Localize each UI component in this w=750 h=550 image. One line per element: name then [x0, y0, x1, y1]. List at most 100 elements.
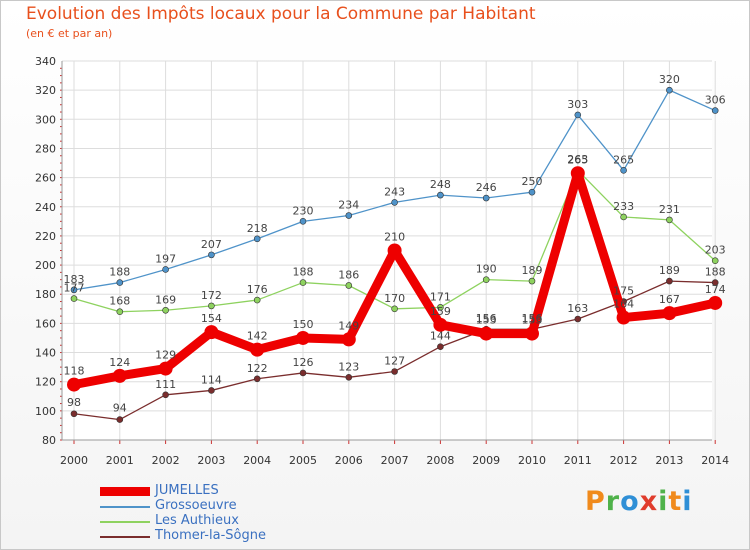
data-label: 176	[247, 283, 268, 296]
data-point	[70, 295, 78, 302]
logo-letter: i	[682, 486, 693, 517]
x-tick-label: 2007	[381, 454, 409, 467]
x-tick-label: 2011	[564, 454, 592, 467]
data-point	[299, 369, 307, 377]
logo-letter: o	[620, 486, 640, 517]
data-label: 190	[476, 263, 497, 276]
data-point	[391, 368, 398, 375]
data-label: 127	[384, 354, 405, 367]
data-point	[437, 343, 444, 351]
data-label: 265	[567, 153, 588, 166]
x-tick-label: 2006	[335, 454, 363, 467]
legend-label: Grossoeuvre	[155, 498, 237, 513]
data-point	[391, 305, 398, 313]
data-label: 156	[522, 312, 543, 325]
legend-label: JUMELLES	[155, 483, 219, 498]
data-point	[528, 277, 536, 285]
logo-letter: r	[605, 486, 621, 517]
y-tick-label: 140	[35, 347, 56, 360]
x-tick-label: 2004	[243, 454, 271, 467]
data-label: 126	[293, 356, 314, 369]
data-label: 306	[705, 94, 726, 107]
data-point	[666, 277, 673, 285]
data-point	[479, 326, 494, 341]
data-label: 230	[293, 204, 314, 217]
data-label: 159	[430, 305, 451, 318]
data-label: 189	[659, 264, 680, 277]
logo-letter: x	[639, 486, 659, 517]
data-label: 303	[567, 98, 588, 111]
data-point	[162, 391, 169, 399]
x-tick-label: 2009	[472, 454, 500, 467]
data-point	[391, 199, 398, 206]
data-point	[67, 377, 81, 392]
data-point	[70, 286, 78, 294]
data-label: 246	[476, 181, 497, 194]
data-label: 218	[247, 222, 268, 235]
data-label: 203	[705, 244, 726, 257]
logo-letter: t	[668, 486, 683, 517]
data-point	[116, 308, 124, 316]
data-point	[666, 216, 673, 224]
data-label: 170	[384, 292, 405, 305]
x-tick-label: 2003	[197, 454, 225, 467]
data-label: 94	[113, 402, 127, 415]
legend-label: Thomer-la-Sôgne	[155, 528, 266, 543]
y-tick-label: 240	[35, 201, 56, 214]
data-point	[345, 282, 353, 289]
data-label: 234	[338, 199, 359, 212]
data-label: 114	[201, 373, 222, 386]
data-label: 154	[201, 312, 222, 325]
data-label: 188	[109, 266, 130, 279]
legend-swatch	[100, 521, 150, 523]
data-label: 149	[338, 319, 359, 332]
legend-swatch	[100, 536, 150, 538]
data-label: 169	[155, 293, 176, 306]
data-label: 129	[155, 349, 176, 362]
data-label: 153	[522, 314, 543, 327]
data-label: 265	[613, 153, 634, 166]
data-point	[208, 387, 215, 394]
data-label: 243	[384, 185, 405, 198]
data-label: 186	[338, 268, 359, 281]
data-label: 142	[247, 330, 268, 343]
y-tick-label: 100	[35, 405, 56, 418]
y-tick-label: 260	[35, 172, 56, 185]
data-label: 320	[659, 73, 680, 86]
x-tick-label: 2002	[152, 454, 180, 467]
data-point	[482, 194, 490, 202]
legend-swatch	[100, 487, 150, 496]
brand-logo: Proxiti	[585, 486, 693, 517]
data-label: 233	[613, 200, 634, 213]
legend-swatch	[100, 506, 150, 508]
data-label: 98	[67, 396, 81, 409]
legend-label: Les Authieux	[155, 513, 239, 528]
data-label: 153	[476, 314, 497, 327]
x-tick-label: 2005	[289, 454, 317, 467]
logo-letter: P	[585, 486, 606, 517]
data-point	[253, 235, 261, 243]
data-label: 172	[201, 289, 222, 302]
data-point	[250, 342, 265, 357]
data-point	[437, 191, 444, 199]
data-point	[620, 213, 627, 221]
data-label: 210	[384, 231, 405, 244]
x-tick-label: 2010	[518, 454, 546, 467]
data-point	[158, 361, 173, 376]
x-tick-label: 2000	[60, 454, 88, 467]
data-point	[162, 266, 169, 273]
data-point	[208, 251, 215, 259]
data-point	[208, 302, 215, 310]
y-tick-label: 280	[35, 142, 56, 155]
data-label: 207	[201, 238, 222, 251]
data-point	[574, 111, 582, 119]
chart-subtitle: (en € et par an)	[26, 27, 113, 40]
x-tick-label: 2001	[106, 454, 134, 467]
data-point	[708, 295, 723, 310]
data-label: 231	[659, 203, 680, 216]
data-label: 189	[522, 264, 543, 277]
data-label: 171	[430, 290, 451, 303]
data-label: 250	[522, 175, 543, 188]
y-tick-label: 300	[35, 113, 56, 126]
y-tick-label: 160	[35, 317, 56, 330]
